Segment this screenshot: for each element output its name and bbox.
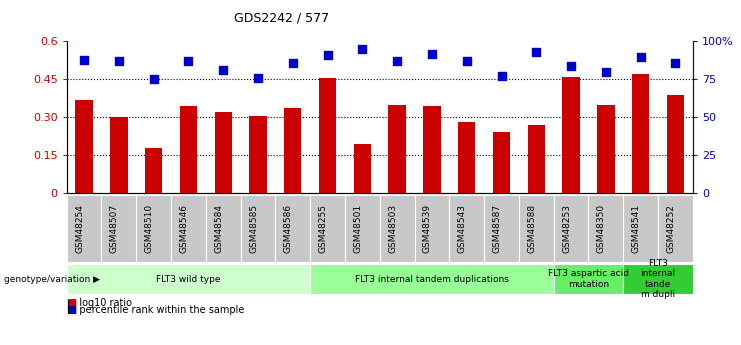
Text: GSM48507: GSM48507 [110, 204, 119, 253]
Bar [667, 95, 684, 193]
Point [147, 77, 159, 82]
Point [113, 58, 124, 64]
Text: GSM48255: GSM48255 [319, 204, 328, 253]
Point [496, 73, 508, 79]
Text: GSM48541: GSM48541 [631, 204, 641, 253]
Text: ■ log10 ratio: ■ log10 ratio [67, 298, 132, 308]
Text: GSM48588: GSM48588 [528, 204, 536, 253]
Point [322, 52, 333, 58]
Text: GSM48586: GSM48586 [284, 204, 293, 253]
Bar [145, 148, 162, 193]
Point [670, 60, 682, 66]
Text: GSM48253: GSM48253 [562, 204, 571, 253]
Bar [458, 122, 476, 193]
Bar [215, 112, 232, 193]
Bar [284, 108, 302, 193]
Text: GSM48543: GSM48543 [458, 204, 467, 253]
Point [531, 49, 542, 55]
Text: FLT3 wild type: FLT3 wild type [156, 275, 221, 284]
Text: GSM48510: GSM48510 [144, 204, 153, 253]
Text: GDS2242 / 577: GDS2242 / 577 [234, 11, 329, 24]
Text: GSM48503: GSM48503 [388, 204, 397, 253]
Text: GSM48254: GSM48254 [75, 204, 84, 253]
Bar [180, 106, 197, 193]
Text: genotype/variation ▶: genotype/variation ▶ [4, 275, 100, 284]
Point [356, 46, 368, 52]
Text: ■: ■ [67, 298, 76, 308]
Text: GSM48539: GSM48539 [423, 204, 432, 253]
Text: GSM48501: GSM48501 [353, 204, 362, 253]
Bar [76, 100, 93, 193]
Point [600, 69, 612, 75]
Bar [110, 117, 127, 193]
Point [217, 68, 229, 73]
Point [252, 75, 264, 81]
Text: FLT3 aspartic acid
mutation: FLT3 aspartic acid mutation [548, 269, 629, 289]
Bar [528, 125, 545, 193]
Bar [423, 106, 441, 193]
Bar [249, 116, 267, 193]
Bar [562, 77, 579, 193]
Point [565, 63, 577, 68]
Text: GSM48546: GSM48546 [179, 204, 188, 253]
Bar [353, 144, 371, 193]
Bar [597, 105, 614, 193]
Bar [493, 132, 511, 193]
Bar [319, 78, 336, 193]
Text: GSM48350: GSM48350 [597, 204, 606, 253]
Text: GSM48252: GSM48252 [666, 204, 676, 253]
Point [182, 58, 194, 64]
Point [287, 60, 299, 66]
Text: GSM48585: GSM48585 [249, 204, 258, 253]
Text: GSM48587: GSM48587 [493, 204, 502, 253]
Point [78, 57, 90, 62]
Text: FLT3 internal tandem duplications: FLT3 internal tandem duplications [355, 275, 509, 284]
Point [461, 58, 473, 64]
Point [635, 54, 647, 59]
Point [391, 58, 403, 64]
Text: ■: ■ [67, 305, 76, 315]
Bar [388, 105, 406, 193]
Text: FLT3
internal
tande
m dupli: FLT3 internal tande m dupli [640, 259, 676, 299]
Point [426, 51, 438, 56]
Text: GSM48584: GSM48584 [214, 204, 223, 253]
Bar [632, 74, 649, 193]
Text: ■ percentile rank within the sample: ■ percentile rank within the sample [67, 305, 244, 315]
